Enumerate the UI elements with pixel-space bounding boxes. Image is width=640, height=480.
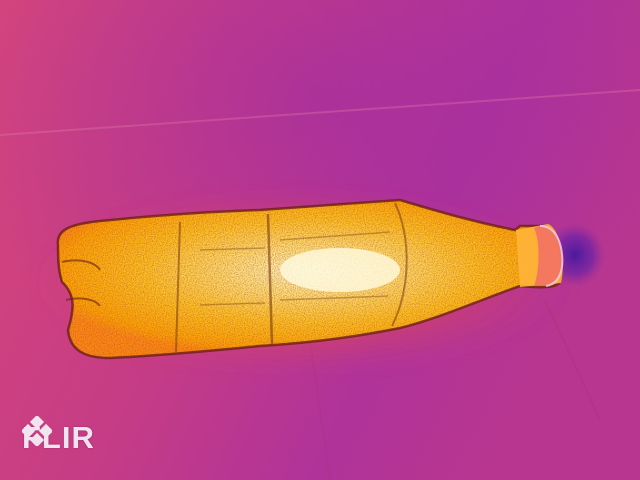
surface-seam [544,299,601,421]
cap-rim [539,225,564,287]
bottle-shoulder [391,202,408,327]
flir-diamond-logo-icon [22,416,52,446]
bottle-cap [534,226,563,286]
bottle-ridge [175,221,181,353]
bottle-base-lobes [61,259,101,307]
flir-watermark: FLIR [22,416,95,458]
label-lines [199,231,391,306]
bottle-ridge [266,213,274,345]
surface-seam [0,89,640,136]
hot-core [280,248,400,292]
